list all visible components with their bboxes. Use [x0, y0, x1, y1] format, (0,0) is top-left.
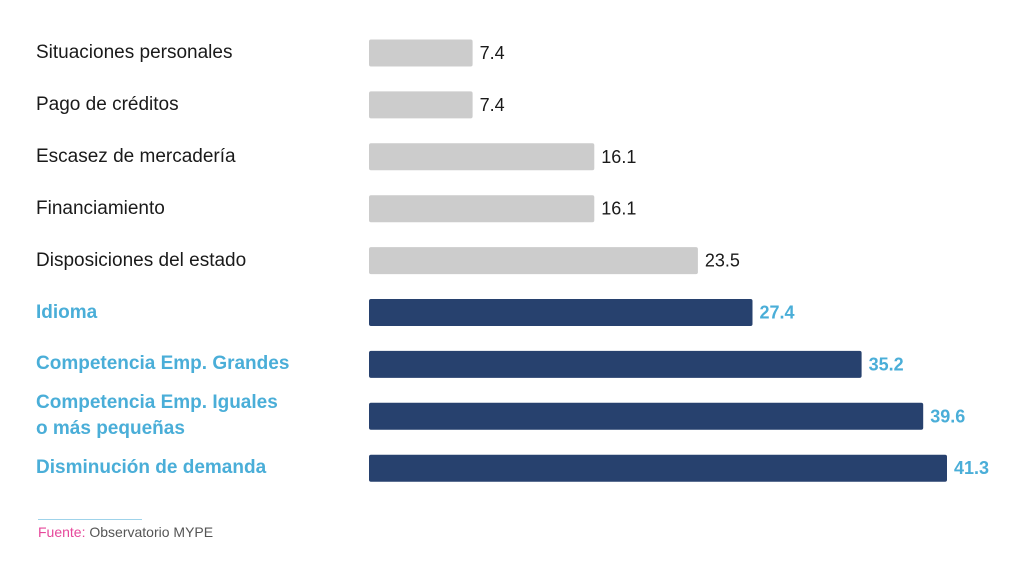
category-label-4: Disposiciones del estado: [36, 249, 247, 271]
bar-7: [369, 402, 924, 430]
value-label-8: 41.3: [954, 458, 989, 478]
source-divider: [38, 519, 142, 520]
bar-6: [369, 350, 862, 378]
value-label-5: 27.4: [760, 303, 795, 323]
value-label-2: 16.1: [601, 147, 636, 167]
source-prefix: Fuente:: [38, 524, 86, 540]
category-label-0: Situaciones personales: [36, 42, 233, 63]
value-label-3: 16.1: [601, 199, 636, 219]
bar-0: [369, 39, 473, 67]
value-label-0: 7.4: [480, 43, 505, 63]
category-label-5: Idioma: [36, 301, 98, 323]
value-label-6: 35.2: [869, 354, 904, 374]
category-label-7: Competencia Emp. Iguales o más pequeñas: [36, 392, 278, 440]
source-note: Fuente: Observatorio MYPE: [38, 524, 213, 540]
value-label-1: 7.4: [480, 95, 505, 115]
category-label-6: Competencia Emp. Grandes: [36, 353, 290, 375]
bar-5: [369, 299, 753, 326]
bar-1: [369, 91, 473, 119]
bar-2: [369, 143, 595, 171]
value-label-7: 39.6: [930, 406, 965, 426]
category-label-1: Pago de créditos: [36, 93, 179, 115]
value-label-4: 23.5: [705, 251, 740, 271]
category-label-8: Disminución de demanda: [36, 457, 267, 479]
category-label-3: Financiamiento: [36, 197, 165, 219]
bar-3: [369, 195, 595, 223]
bar-8: [369, 454, 947, 482]
bar-4: [369, 247, 698, 275]
category-label-2: Escasez de mercadería: [36, 145, 236, 167]
source-text: Observatorio MYPE: [89, 524, 214, 540]
